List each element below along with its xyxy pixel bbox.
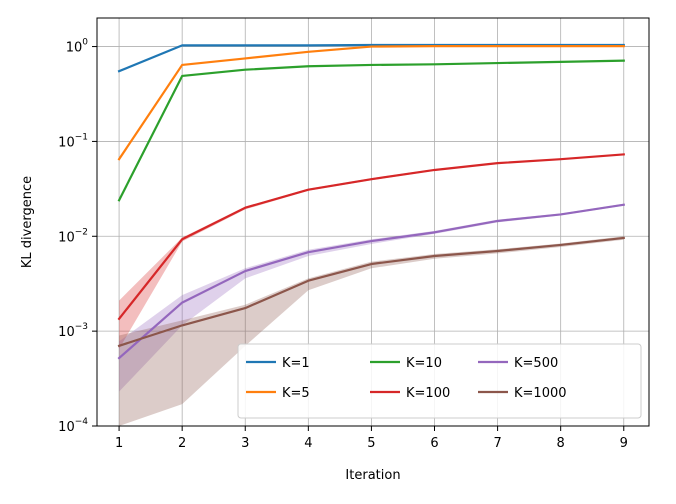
y-axis-label: KL divergence	[20, 176, 35, 268]
y-tick-label-0: 10−4	[58, 417, 88, 435]
series-line-k-10	[117, 59, 625, 202]
x-axis-label: Iteration	[345, 468, 400, 483]
series-line-k-100	[117, 153, 625, 321]
x-tick-label-4: 4	[304, 436, 312, 451]
band-k-1000	[119, 236, 624, 426]
legend-label-k-1000: K=1000	[514, 386, 567, 401]
x-tick-label-3: 3	[241, 436, 249, 451]
x-tick-label-8: 8	[557, 436, 565, 451]
x-tick-label-6: 6	[430, 436, 438, 451]
x-tick-label-5: 5	[367, 436, 375, 451]
legend: K=1 K=5 K=10 K=100 K=500 K=1000	[237, 343, 642, 419]
series-lines	[117, 43, 626, 360]
series-line-k-1	[117, 43, 625, 73]
x-tick-label-2: 2	[178, 436, 186, 451]
y-tick-label-4: 100	[66, 38, 89, 56]
legend-label-k-10: K=10	[406, 356, 442, 371]
series-line-k-5	[117, 45, 625, 161]
plot-frame	[96, 17, 650, 427]
series-line-k-500	[117, 203, 626, 360]
x-tick-label-1: 1	[115, 436, 123, 451]
legend-label-k-1: K=1	[282, 356, 310, 371]
x-tick-label-9: 9	[620, 436, 628, 451]
x-tick-label-7: 7	[493, 436, 501, 451]
legend-label-k-5: K=5	[282, 386, 310, 401]
y-tick-label-3: 10−1	[58, 132, 88, 150]
series-line-k-1000	[117, 236, 625, 348]
legend-label-k-100: K=100	[406, 386, 450, 401]
y-tick-label-1: 10−3	[58, 322, 88, 340]
x-axis-ticks: 1 2 3 4 5 6 7 8 9	[115, 426, 628, 451]
legend-box	[237, 343, 642, 419]
y-axis-ticks: 10−4 10−3 10−2 10−1 100	[58, 38, 97, 435]
y-tick-label-2: 10−2	[58, 227, 88, 245]
legend-label-k-500: K=500	[514, 356, 558, 371]
